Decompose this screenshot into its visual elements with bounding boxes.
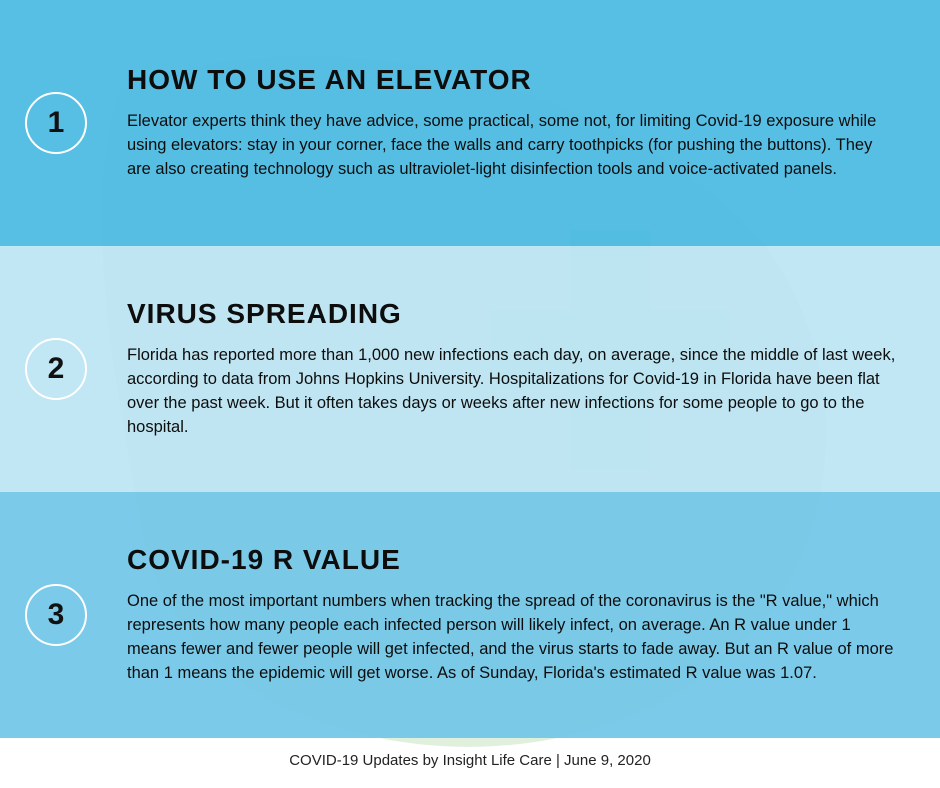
section-title: VIRUS SPREADING: [127, 298, 900, 330]
section-number-circle: 3: [25, 584, 87, 646]
section-content: HOW TO USE AN ELEVATOR Elevator experts …: [127, 64, 900, 182]
section-virus-spreading: 2 VIRUS SPREADING Florida has reported m…: [0, 246, 940, 492]
section-number: 1: [48, 106, 65, 140]
section-number: 3: [48, 598, 65, 632]
section-r-value: 3 COVID-19 R VALUE One of the most impor…: [0, 492, 940, 738]
section-number-circle: 1: [25, 92, 87, 154]
section-number-circle: 2: [25, 338, 87, 400]
footer-text: COVID-19 Updates by Insight Life Care | …: [0, 738, 940, 783]
section-content: COVID-19 R VALUE One of the most importa…: [127, 544, 900, 686]
section-body: One of the most important numbers when t…: [127, 590, 900, 686]
section-elevator: 1 HOW TO USE AN ELEVATOR Elevator expert…: [0, 0, 940, 246]
section-body: Elevator experts think they have advice,…: [127, 110, 900, 182]
section-body: Florida has reported more than 1,000 new…: [127, 344, 900, 440]
section-title: HOW TO USE AN ELEVATOR: [127, 64, 900, 96]
section-number: 2: [48, 352, 65, 386]
section-content: VIRUS SPREADING Florida has reported mor…: [127, 298, 900, 440]
section-title: COVID-19 R VALUE: [127, 544, 900, 576]
sections-container: 1 HOW TO USE AN ELEVATOR Elevator expert…: [0, 0, 940, 738]
